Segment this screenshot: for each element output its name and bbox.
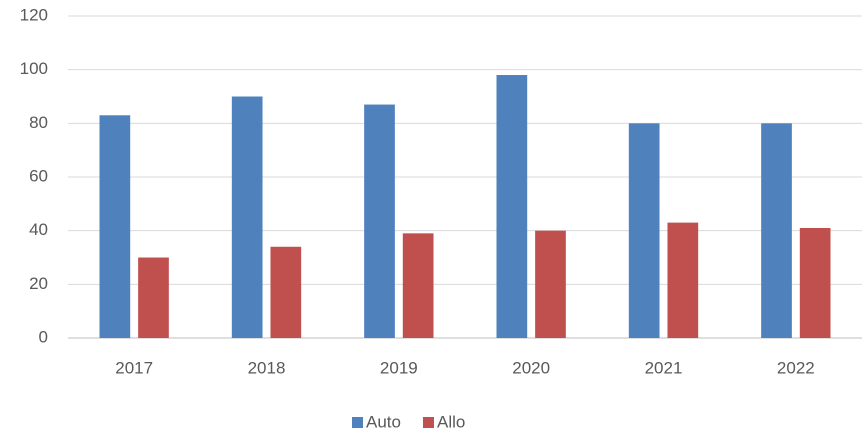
- bar: [138, 257, 169, 338]
- legend-swatch: [352, 417, 363, 428]
- bar: [496, 75, 528, 339]
- bar: [364, 104, 395, 338]
- bar: [667, 222, 699, 338]
- y-tick-label: 40: [29, 220, 48, 239]
- y-tick-label: 80: [29, 113, 48, 132]
- bar: [99, 115, 131, 339]
- legend-label: Auto: [366, 412, 401, 431]
- y-tick-label: 20: [29, 274, 48, 293]
- x-tick-label: 2022: [777, 358, 815, 377]
- y-tick-label: 0: [39, 327, 48, 346]
- bar: [761, 123, 792, 338]
- bar: [231, 96, 263, 338]
- bar: [799, 227, 831, 338]
- x-tick-label: 2021: [645, 358, 683, 377]
- legend-label: Allo: [437, 412, 465, 431]
- bar: [628, 123, 660, 338]
- y-tick-label: 60: [29, 166, 48, 185]
- y-tick-label: 120: [20, 5, 48, 24]
- x-tick-label: 2017: [115, 358, 153, 377]
- x-tick-label: 2020: [512, 358, 550, 377]
- y-tick-label: 100: [20, 59, 48, 78]
- legend-swatch: [422, 417, 434, 428]
- bar: [270, 246, 302, 338]
- x-tick-label: 2019: [380, 358, 418, 377]
- bar: [535, 230, 566, 338]
- x-tick-label: 2018: [248, 358, 286, 377]
- bar: [402, 233, 434, 338]
